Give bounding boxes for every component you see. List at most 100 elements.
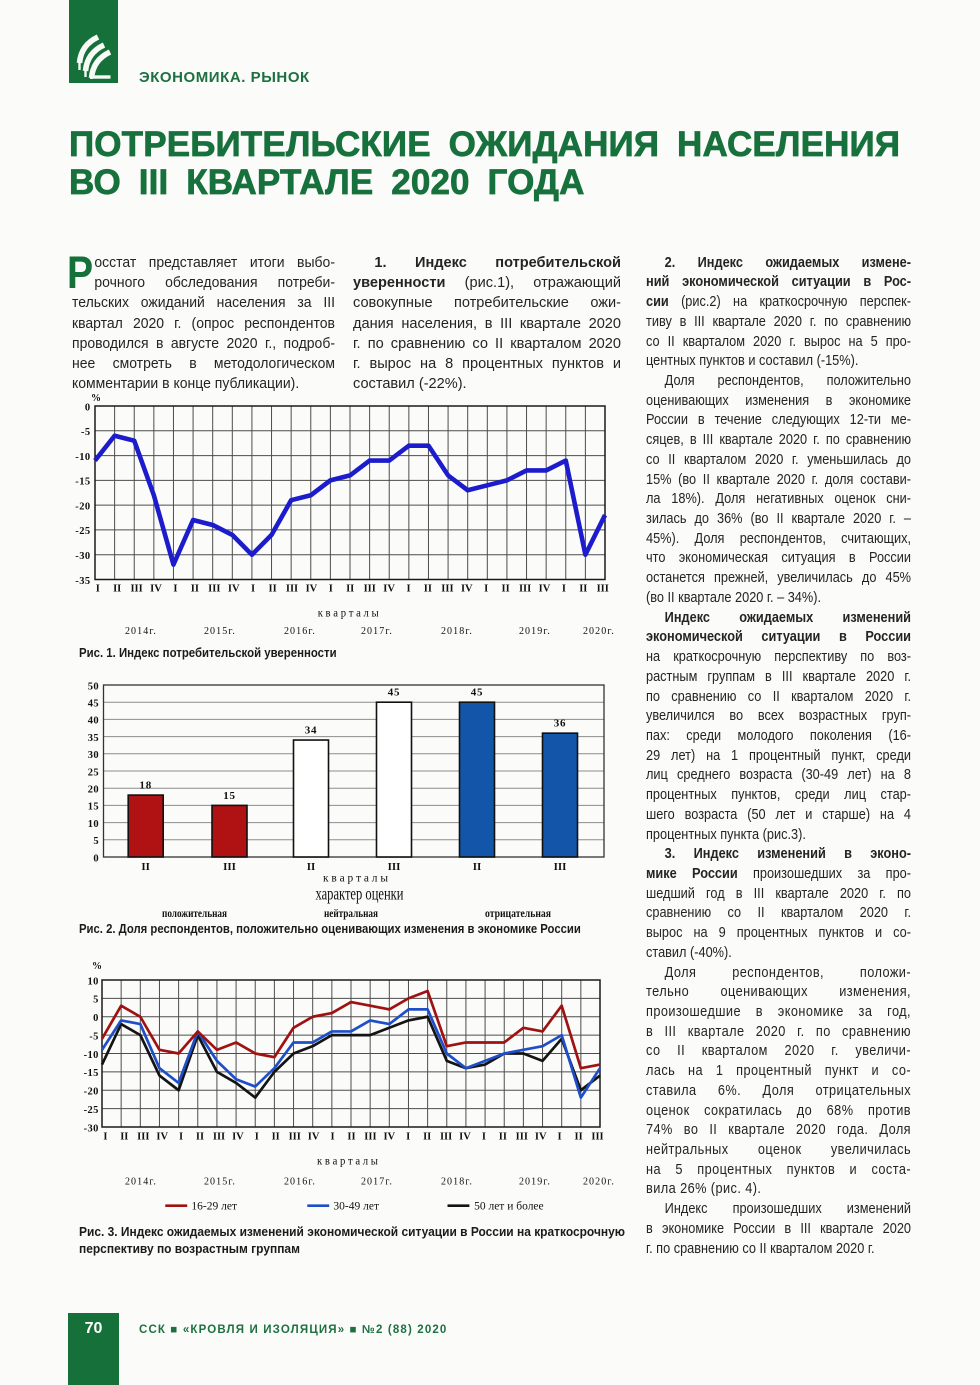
svg-text:I: I [330,1132,334,1143]
svg-text:III: III [441,584,453,595]
svg-text:36: 36 [554,718,567,730]
svg-text:II: II [347,1132,355,1143]
svg-text:15: 15 [88,802,99,813]
svg-text:2014г.: 2014г. [125,1176,157,1187]
svg-text:IV: IV [539,584,551,595]
svg-text:II: II [191,584,199,595]
svg-text:III: III [208,584,220,595]
svg-text:III: III [286,584,298,595]
svg-text:IV: IV [228,584,240,595]
svg-text:2019г.: 2019г. [519,1176,551,1187]
svg-text:I: I [255,1132,259,1143]
svg-text:III: III [213,1132,225,1143]
svg-text:II: II [502,584,510,595]
svg-text:0: 0 [93,853,99,864]
svg-text:2015г.: 2015г. [204,1176,236,1187]
svg-text:34: 34 [305,725,318,737]
svg-text:II: II [307,861,316,873]
svg-text:III: III [388,861,401,873]
svg-text:2019г.: 2019г. [519,626,551,637]
svg-text:2020г.: 2020г. [583,626,615,637]
svg-text:II: II [579,584,587,595]
svg-text:0: 0 [85,402,91,413]
svg-text:2018г.: 2018г. [441,1176,473,1187]
svg-text:III: III [130,584,142,595]
svg-text:I: I [406,584,410,595]
svg-text:отрицательная: отрицательная [485,906,551,920]
svg-text:II: II [424,584,432,595]
svg-text:II: II [141,861,150,873]
svg-text:2015г.: 2015г. [204,626,236,637]
svg-text:5: 5 [93,995,99,1006]
svg-text:2016г.: 2016г. [284,626,316,637]
svg-text:I: I [482,1132,486,1143]
svg-text:нейтральная: нейтральная [324,906,378,920]
svg-text:IV: IV [308,1132,320,1143]
svg-text:к в а р т а л ы: к в а р т а л ы [317,1154,378,1168]
svg-text:40: 40 [88,716,99,727]
svg-text:%: % [91,393,101,404]
svg-text:II: II [196,1132,204,1143]
svg-text:II: II [120,1132,128,1143]
svg-text:20: 20 [88,785,99,796]
svg-text:II: II [113,584,121,595]
svg-text:II: II [575,1132,583,1143]
svg-text:IV: IV [535,1132,547,1143]
svg-text:-25: -25 [75,526,90,537]
svg-text:I: I [562,584,566,595]
svg-text:0: 0 [93,1013,99,1024]
svg-text:-30: -30 [75,551,90,562]
svg-text:-30: -30 [84,1123,99,1134]
svg-text:2018г.: 2018г. [441,626,473,637]
svg-text:III: III [223,861,236,873]
svg-text:2014г.: 2014г. [125,626,157,637]
svg-text:IV: IV [383,1132,395,1143]
svg-text:I: I [406,1132,410,1143]
svg-text:-15: -15 [84,1068,99,1079]
svg-text:-5: -5 [89,1031,99,1042]
svg-text:III: III [289,1132,301,1143]
svg-text:18: 18 [139,780,152,792]
svg-text:%: % [92,961,102,972]
svg-text:I: I [179,1132,183,1143]
svg-text:IV: IV [383,584,395,595]
svg-text:III: III [554,861,567,873]
svg-text:к в а р т а л ы: к в а р т а л ы [318,606,379,620]
svg-text:5: 5 [93,836,99,847]
svg-text:I: I [103,1132,107,1143]
svg-text:10: 10 [87,976,98,987]
svg-text:II: II [499,1132,507,1143]
svg-text:III: III [440,1132,452,1143]
svg-text:2016г.: 2016г. [284,1176,316,1187]
svg-text:I: I [173,584,177,595]
svg-text:45: 45 [88,699,99,710]
svg-text:45: 45 [471,687,484,699]
svg-text:25: 25 [88,767,99,778]
svg-text:III: III [364,1132,376,1143]
svg-text:IV: IV [150,584,162,595]
svg-text:-35: -35 [75,576,90,587]
svg-text:30: 30 [88,750,99,761]
svg-text:35: 35 [88,733,99,744]
svg-text:-10: -10 [75,452,90,463]
svg-text:IV: IV [459,1132,471,1143]
svg-text:II: II [423,1132,431,1143]
svg-text:2020г.: 2020г. [583,1176,615,1187]
svg-text:III: III [137,1132,149,1143]
svg-text:45: 45 [388,687,401,699]
svg-text:50: 50 [88,681,99,692]
svg-text:I: I [329,584,333,595]
svg-text:-20: -20 [84,1087,99,1098]
svg-text:III: III [597,584,609,595]
svg-text:I: I [251,584,255,595]
svg-text:II: II [473,861,482,873]
svg-text:IV: IV [306,584,318,595]
svg-text:-10: -10 [84,1050,99,1061]
svg-text:II: II [272,1132,280,1143]
svg-text:2017г.: 2017г. [361,626,393,637]
svg-text:30-49 лет: 30-49 лет [333,1201,379,1213]
svg-text:-5: -5 [81,427,91,438]
svg-text:I: I [96,584,100,595]
svg-text:IV: IV [232,1132,244,1143]
svg-text:I: I [558,1132,562,1143]
